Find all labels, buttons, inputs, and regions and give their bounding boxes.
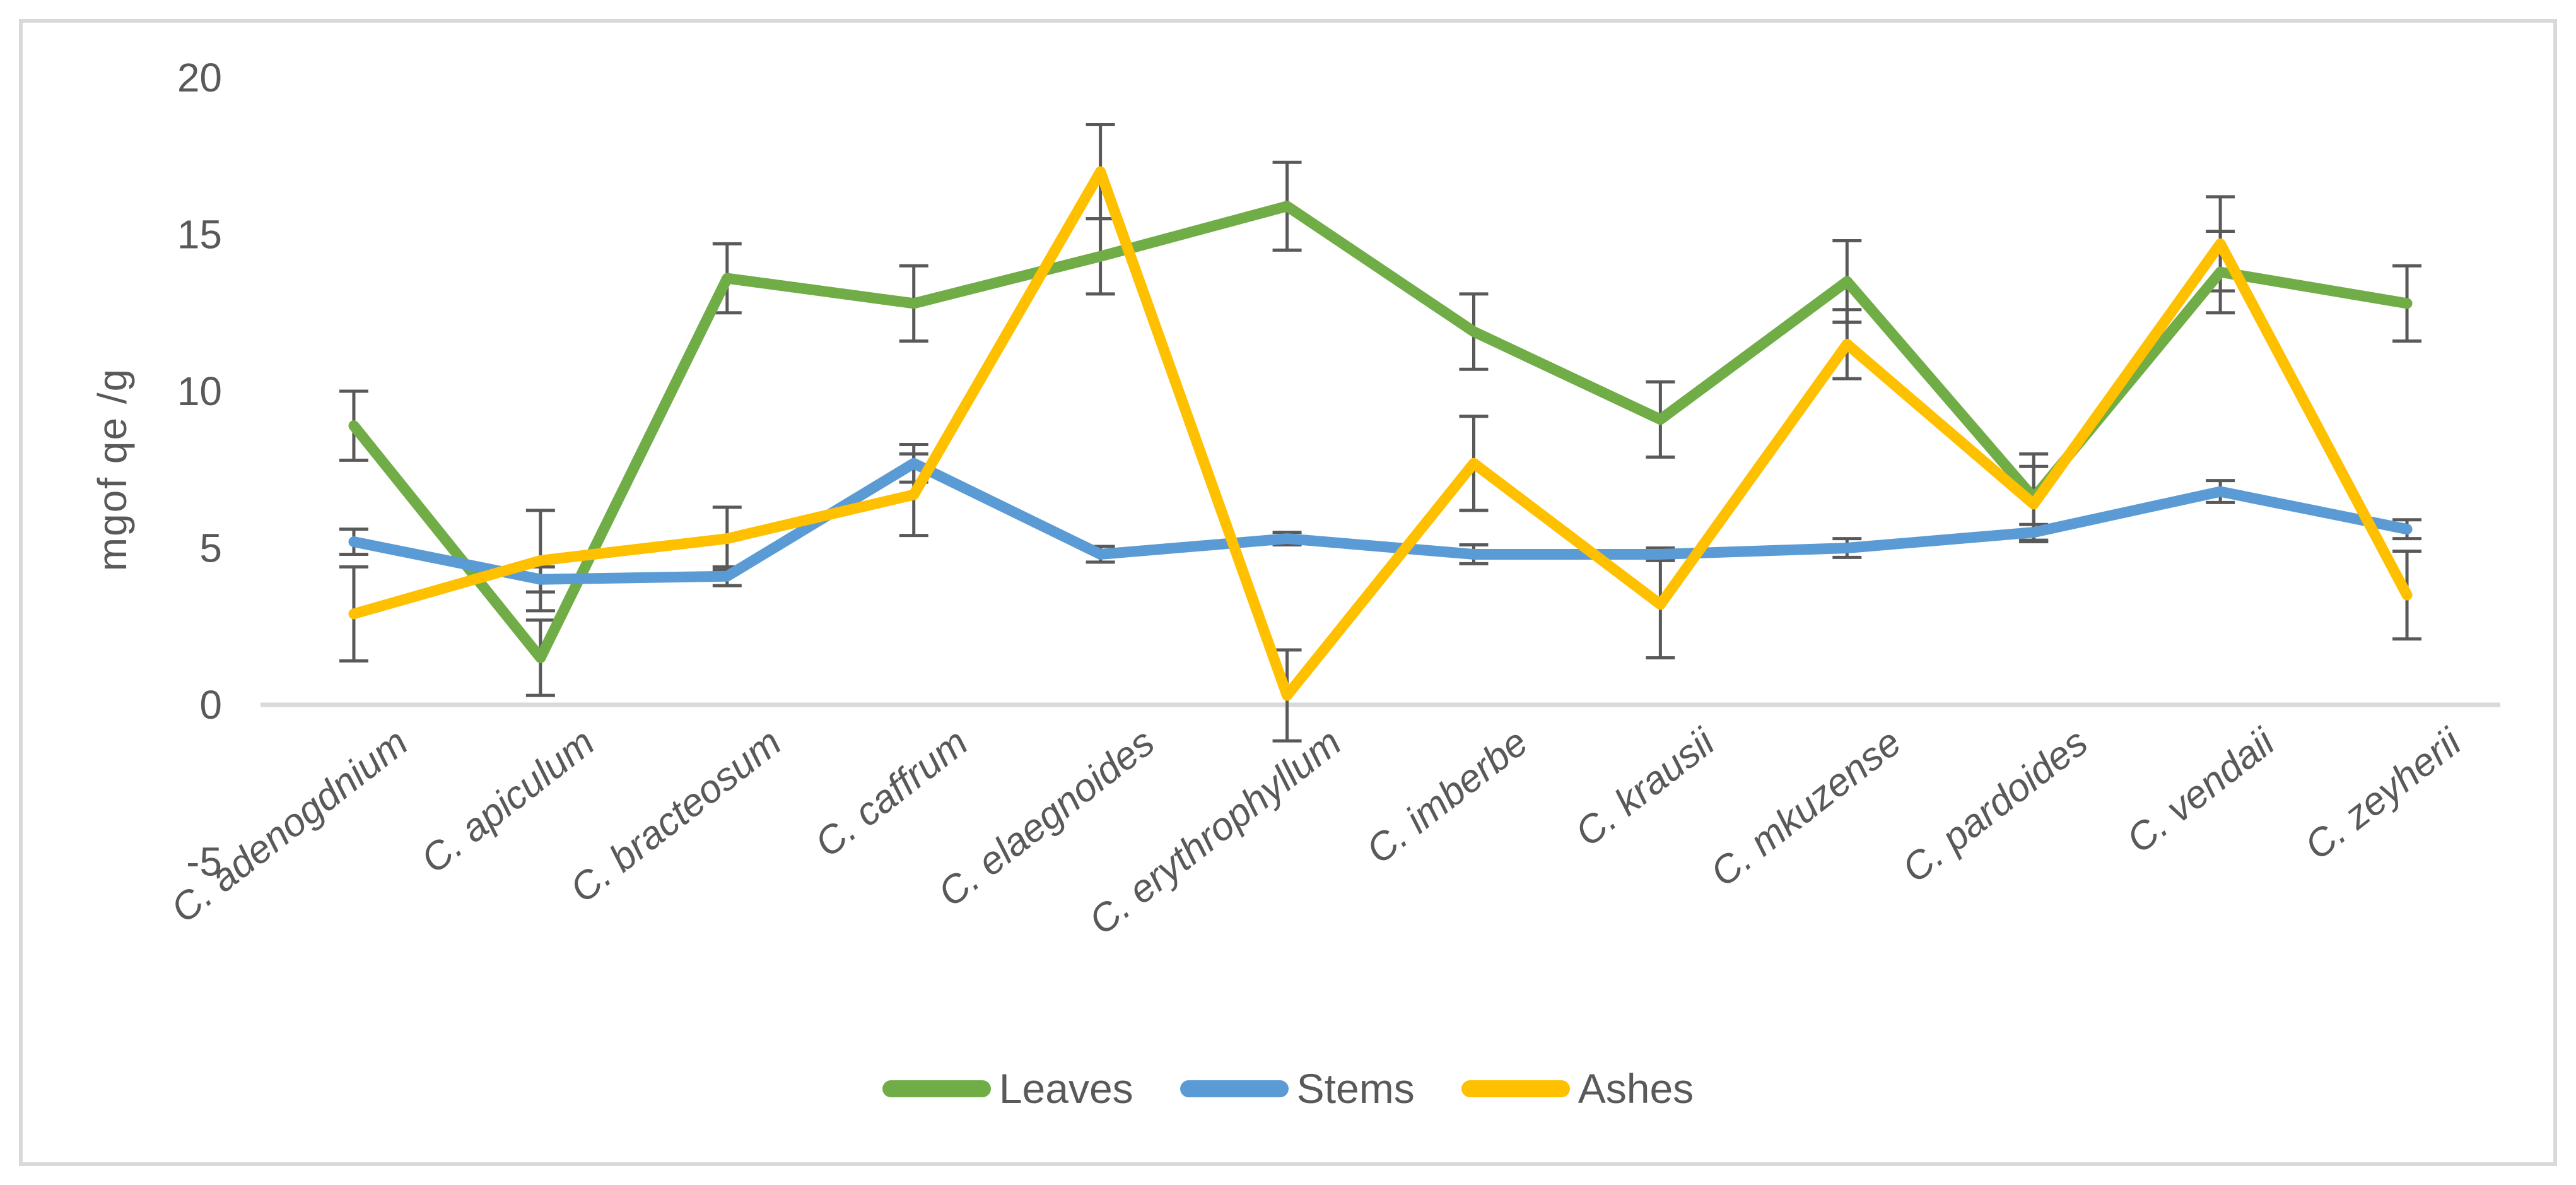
- y-tick-label-5: 5: [199, 526, 222, 571]
- category-label-1: C. apiculum: [413, 721, 602, 882]
- category-label-10: C. vendaii: [2119, 719, 2283, 861]
- category-label-7: C. krausii: [1567, 719, 1724, 855]
- y-tick-label-10: 10: [177, 368, 222, 414]
- legend-swatch-ashes: [1461, 1080, 1570, 1097]
- y-tick-label-0: 0: [199, 682, 222, 728]
- category-label-6: C. imberbe: [1359, 721, 1536, 873]
- legend-swatch-stems: [1180, 1080, 1289, 1097]
- legend-label-leaves: Leaves: [998, 1065, 1133, 1112]
- legend-label-ashes: Ashes: [1578, 1065, 1694, 1112]
- legend-item-stems: Stems: [1180, 1068, 1415, 1109]
- chart-border: [19, 19, 2557, 1166]
- series-line-leaves: [348, 201, 2413, 663]
- series-line-ashes: [348, 166, 2413, 701]
- category-label-11: C. zeyherii: [2297, 719, 2470, 868]
- category-label-3: C. caffrum: [807, 721, 976, 866]
- legend: Leaves Stems Ashes: [0, 1068, 2576, 1109]
- y-tick-label-20: 20: [177, 55, 222, 100]
- category-label-0: C. adenogdnium: [163, 721, 416, 931]
- y-axis-title: mgof qe /g: [90, 367, 135, 572]
- legend-item-leaves: Leaves: [882, 1068, 1133, 1109]
- legend-item-ashes: Ashes: [1461, 1068, 1694, 1109]
- category-label-9: C. pardoides: [1894, 721, 2096, 892]
- y-tick-label-15: 15: [177, 212, 222, 257]
- category-label-8: C. mkuzense: [1702, 721, 1909, 895]
- series-line-stems: [348, 457, 2413, 585]
- legend-swatch-leaves: [882, 1080, 991, 1097]
- y-tick-label--5: -5: [186, 839, 222, 885]
- legend-label-stems: Stems: [1296, 1065, 1415, 1112]
